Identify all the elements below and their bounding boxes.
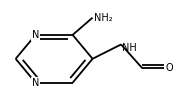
Text: NH: NH [122, 43, 136, 53]
Text: NH₂: NH₂ [94, 13, 113, 23]
Text: N: N [32, 78, 39, 88]
Text: N: N [32, 30, 39, 40]
Text: O: O [165, 63, 173, 73]
